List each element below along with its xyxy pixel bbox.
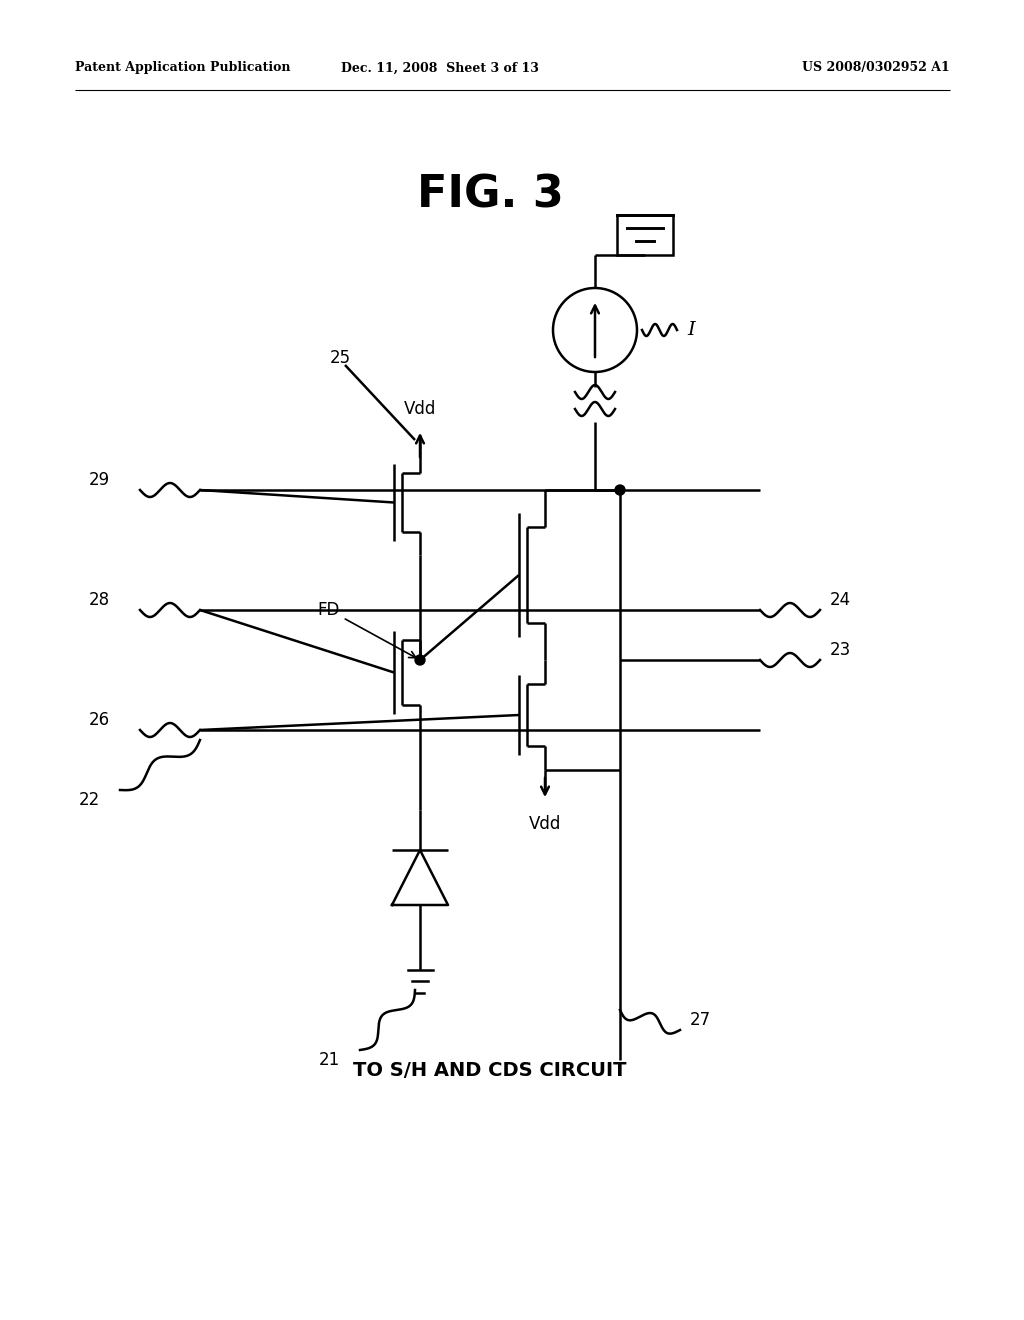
Text: 27: 27 [690, 1011, 711, 1030]
Circle shape [415, 655, 425, 665]
Text: 24: 24 [830, 591, 851, 609]
Text: 25: 25 [330, 348, 351, 367]
Text: 22: 22 [79, 791, 100, 809]
Text: Dec. 11, 2008  Sheet 3 of 13: Dec. 11, 2008 Sheet 3 of 13 [341, 62, 539, 74]
Circle shape [615, 484, 625, 495]
Text: TO S/H AND CDS CIRCUIT: TO S/H AND CDS CIRCUIT [353, 1060, 627, 1080]
Text: Patent Application Publication: Patent Application Publication [75, 62, 291, 74]
Text: FIG. 3: FIG. 3 [417, 173, 563, 216]
Text: I: I [687, 321, 694, 339]
Text: Vdd: Vdd [528, 814, 561, 833]
Text: Vdd: Vdd [403, 400, 436, 418]
Text: 29: 29 [89, 471, 110, 488]
Text: 23: 23 [830, 642, 851, 659]
Text: 28: 28 [89, 591, 110, 609]
Text: 21: 21 [318, 1051, 340, 1069]
Bar [617, 215, 673, 255]
Text: US 2008/0302952 A1: US 2008/0302952 A1 [802, 62, 950, 74]
Text: 26: 26 [89, 711, 110, 729]
Text: FD: FD [317, 601, 416, 657]
